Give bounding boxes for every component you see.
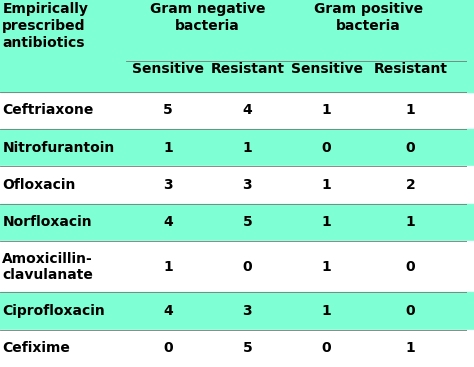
Bar: [0, 292, 474, 330]
Text: Resistant: Resistant: [374, 62, 447, 76]
Text: 0: 0: [163, 341, 173, 355]
Text: 1: 1: [322, 178, 331, 192]
Text: 1: 1: [406, 103, 416, 117]
Bar: [0, 241, 474, 292]
Text: 5: 5: [243, 215, 252, 229]
Text: 3: 3: [163, 178, 173, 192]
Text: Amoxicillin-
clavulanate: Amoxicillin- clavulanate: [2, 251, 93, 282]
Text: Nitrofurantoin: Nitrofurantoin: [2, 141, 115, 155]
Text: 3: 3: [243, 178, 252, 192]
Text: Gram negative
bacteria: Gram negative bacteria: [150, 2, 265, 33]
Text: Resistant: Resistant: [210, 62, 284, 76]
Text: Gram positive
bacteria: Gram positive bacteria: [314, 2, 423, 33]
Text: 0: 0: [406, 304, 416, 318]
Text: 2: 2: [406, 178, 416, 192]
Text: 1: 1: [322, 103, 331, 117]
Text: 1: 1: [163, 260, 173, 274]
Text: Empirically
prescribed
antibiotics: Empirically prescribed antibiotics: [2, 2, 88, 50]
Text: 3: 3: [243, 304, 252, 318]
Text: 1: 1: [243, 141, 252, 155]
Text: 5: 5: [163, 103, 173, 117]
Text: 4: 4: [163, 304, 173, 318]
Text: 1: 1: [322, 215, 331, 229]
Text: 0: 0: [243, 260, 252, 274]
Bar: [0, 92, 474, 129]
Text: 4: 4: [243, 103, 252, 117]
Text: 0: 0: [406, 141, 416, 155]
Text: 1: 1: [322, 304, 331, 318]
Text: Norfloxacin: Norfloxacin: [2, 215, 92, 229]
Bar: [0, 0, 474, 92]
Text: Ceftriaxone: Ceftriaxone: [2, 103, 94, 117]
Text: 0: 0: [322, 341, 331, 355]
Text: 1: 1: [322, 260, 331, 274]
Bar: [0, 330, 474, 367]
Bar: [0, 166, 474, 204]
Text: 1: 1: [406, 341, 416, 355]
Text: Cefixime: Cefixime: [2, 341, 70, 355]
Text: 0: 0: [322, 141, 331, 155]
Text: Ofloxacin: Ofloxacin: [2, 178, 76, 192]
Text: 4: 4: [163, 215, 173, 229]
Text: 1: 1: [406, 215, 416, 229]
Text: Sensitive: Sensitive: [132, 62, 204, 76]
Text: 1: 1: [163, 141, 173, 155]
Text: Sensitive: Sensitive: [291, 62, 363, 76]
Bar: [0, 204, 474, 241]
Text: Ciprofloxacin: Ciprofloxacin: [2, 304, 105, 318]
Text: 5: 5: [243, 341, 252, 355]
Bar: [0, 129, 474, 166]
Text: 0: 0: [406, 260, 416, 274]
